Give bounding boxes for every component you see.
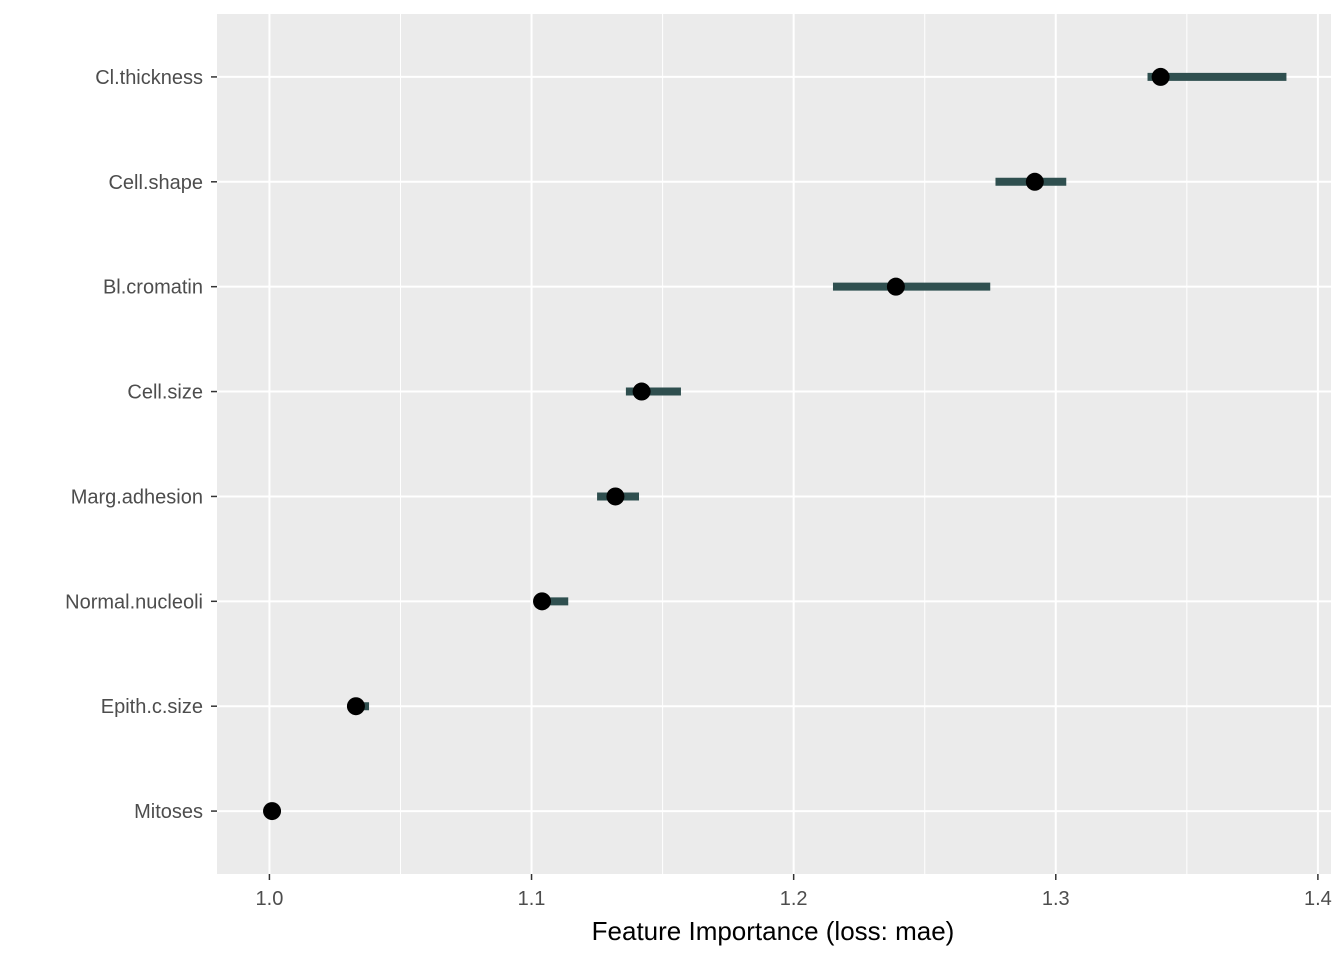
tick-labels: 1.0 1.1 1.2 1.3 1.4 Cl.thickness Cell.shape Bl.… <box>65 67 1332 910</box>
importance-points <box>263 67 1170 821</box>
importance-point <box>632 382 651 401</box>
x-tick-label: 1.1 <box>518 888 546 910</box>
x-tick-label: 1.3 <box>1042 888 1070 910</box>
x-tick-label: 1.0 <box>256 888 284 910</box>
importance-point <box>263 802 282 821</box>
y-tick-label: Cell.size <box>127 382 203 404</box>
y-tick-label: Epith.c.size <box>101 696 203 718</box>
y-tick-label: Cell.shape <box>108 172 203 194</box>
y-tick-label: Mitoses <box>134 801 203 823</box>
x-axis-title: Feature Importance (loss: mae) <box>592 916 955 946</box>
axis-ticks <box>211 76 1319 880</box>
y-tick-label: Bl.cromatin <box>103 277 203 299</box>
x-tick-label: 1.2 <box>780 888 808 910</box>
plot-panel <box>217 14 1331 874</box>
y-tick-label: Normal.nucleoli <box>65 591 203 613</box>
x-tick-label: 1.4 <box>1304 888 1332 910</box>
y-tick-label: Cl.thickness <box>95 67 203 89</box>
importance-point <box>346 697 365 716</box>
importance-point <box>886 277 905 296</box>
importance-point <box>1151 67 1170 86</box>
importance-point <box>1025 172 1044 191</box>
importance-point <box>533 592 552 611</box>
grid-lines <box>217 14 1331 874</box>
importance-point <box>606 487 625 506</box>
y-tick-label: Marg.adhesion <box>71 486 203 508</box>
